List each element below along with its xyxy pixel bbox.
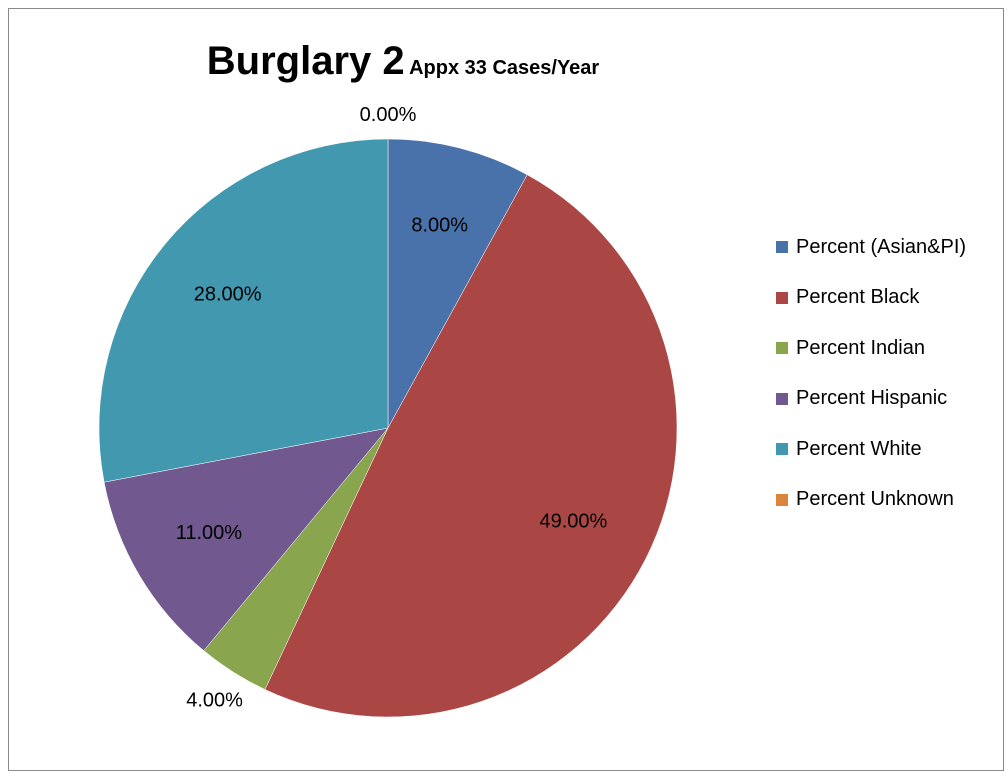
legend-swatch xyxy=(776,291,788,304)
legend-label: Percent Hispanic xyxy=(796,387,948,409)
data-label-percent-unknown: 0.00% xyxy=(360,104,417,126)
pie-slice-percent-white xyxy=(98,138,389,483)
chart-title-main: Burglary 2 xyxy=(206,39,405,83)
data-label-percent-hispanic: 11.00% xyxy=(176,522,243,544)
chart-subtitle: Appx 33 Cases/Year xyxy=(409,57,600,79)
legend-swatch xyxy=(776,342,788,354)
pie-slice-percent-black xyxy=(264,174,678,718)
legend-label: Percent Unknown xyxy=(796,488,954,510)
pie-chart: 8.00% 49.00% 4.00% 11.00% 28.00% 0.00% xyxy=(98,104,678,718)
legend-item-percent-unknown: Percent Unknown xyxy=(776,488,966,510)
pie-slice-percent-asian-pi xyxy=(387,138,528,429)
pie-slice-percent-hispanic xyxy=(103,427,389,652)
data-label-percent-indian: 4.00% xyxy=(186,690,243,712)
legend-item-percent-white: Percent White xyxy=(776,437,966,460)
legend-swatch xyxy=(776,392,788,405)
legend-item-percent-asian-pi: Percent (Asian&PI) xyxy=(776,235,967,258)
legend-item-percent-black: Percent Black xyxy=(776,286,966,308)
legend-item-percent-hispanic: Percent Hispanic xyxy=(776,387,966,409)
legend-swatch xyxy=(776,493,788,506)
legend-label: Percent Indian xyxy=(796,336,925,359)
data-label-percent-white: 28.00% xyxy=(194,284,262,306)
legend-item-percent-indian: Percent Indian xyxy=(776,336,966,359)
legend-label: Percent (Asian&PI) xyxy=(796,235,967,258)
chart-title: Burglary 2 Appx 33 Cases/Year xyxy=(9,39,797,84)
legend-swatch xyxy=(776,241,788,253)
legend-label: Percent Black xyxy=(796,286,920,308)
legend-swatch xyxy=(776,443,788,455)
data-label-percent-asian-pi: 8.00% xyxy=(411,215,468,237)
legend-label: Percent White xyxy=(796,437,922,460)
chart-area: Burglary 2 Appx 33 Cases/Year 8.00% 49.00… xyxy=(8,8,1004,771)
data-label-percent-black: 49.00% xyxy=(539,511,607,533)
legend: Percent (Asian&PI) Percent Black Percent I… xyxy=(776,235,967,540)
